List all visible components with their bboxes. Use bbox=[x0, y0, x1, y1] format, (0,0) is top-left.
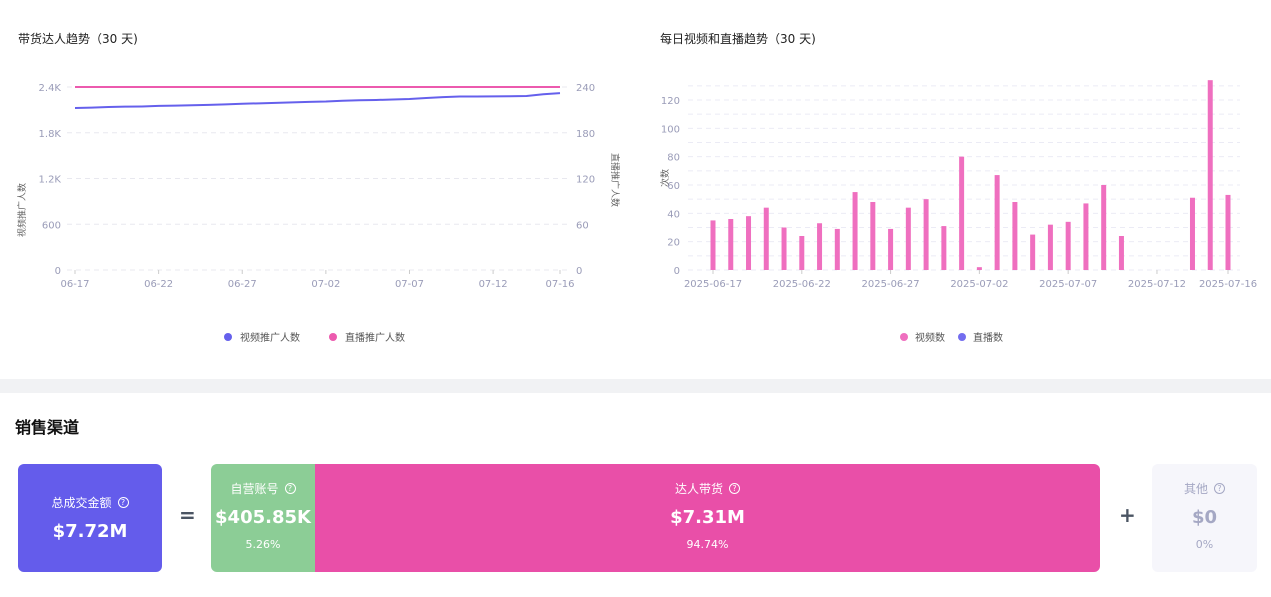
bar-video-count bbox=[728, 219, 734, 270]
bar-video-count bbox=[1047, 224, 1053, 270]
y-tick-left: 1.8K bbox=[39, 129, 62, 140]
bar-video-count bbox=[941, 226, 947, 270]
creator-sales-pct: 94.74% bbox=[686, 538, 729, 551]
y-tick-left: 2.4K bbox=[39, 83, 62, 94]
x-tick-label: 2025-07-16 bbox=[1199, 279, 1257, 290]
bar-video-count bbox=[905, 207, 911, 270]
bar-video-count bbox=[746, 216, 752, 270]
bar-video-count bbox=[870, 202, 876, 270]
question-circle-icon[interactable]: ? bbox=[284, 483, 296, 494]
other-card: 其他? $0 0% bbox=[1152, 464, 1257, 572]
x-tick-label: 06-22 bbox=[144, 279, 173, 290]
bar-video-count bbox=[852, 192, 858, 270]
plus-sign: + bbox=[1119, 503, 1136, 527]
question-circle-icon[interactable]: ? bbox=[117, 497, 129, 508]
bar-video-count bbox=[1189, 197, 1195, 270]
x-tick-label: 2025-07-02 bbox=[950, 279, 1008, 290]
creator-trend-chart: 0 0 600 60 1.2K 120 1.8K 180 2.4K 240 06-17 06-22 06… bbox=[16, 83, 621, 344]
legend-dot bbox=[958, 333, 966, 341]
y-tick-left: 0 bbox=[55, 266, 61, 277]
legend-label: 视频推广人数 bbox=[240, 331, 300, 344]
bar-video-count bbox=[994, 175, 1000, 270]
bar-video-count bbox=[781, 227, 787, 270]
self-account-card: 自营账号? $405.85K 5.26% bbox=[211, 464, 315, 572]
x-tick-label: 2025-07-12 bbox=[1128, 279, 1186, 290]
x-tick-label: 2025-06-17 bbox=[684, 279, 742, 290]
bar-video-count bbox=[763, 207, 769, 270]
y-axis-label-right: 直播推广人数 bbox=[609, 153, 621, 207]
other-label: 其他 bbox=[1183, 482, 1208, 496]
bar-video-count bbox=[888, 228, 894, 270]
x-tick-label: 2025-07-07 bbox=[1039, 279, 1097, 290]
y-tick-right: 240 bbox=[576, 83, 595, 94]
legend-label: 视频数 bbox=[915, 331, 945, 344]
y-tick: 40 bbox=[667, 209, 680, 220]
creator-sales-value: $7.31M bbox=[670, 507, 745, 528]
sales-channel-title: 销售渠道 bbox=[15, 418, 80, 437]
question-circle-icon[interactable]: ? bbox=[1214, 483, 1225, 494]
self-account-pct: 5.26% bbox=[245, 538, 281, 551]
equals-sign: = bbox=[179, 503, 196, 527]
section-divider bbox=[0, 379, 1271, 393]
legend-dot bbox=[900, 333, 908, 341]
other-pct: 0% bbox=[1195, 538, 1214, 551]
bar-video-count bbox=[1030, 234, 1036, 270]
question-circle-icon[interactable]: ? bbox=[729, 483, 740, 494]
y-tick-right: 60 bbox=[576, 220, 589, 231]
y-axis-label-left: 视频推广人数 bbox=[16, 183, 28, 237]
bar-video-count bbox=[817, 223, 823, 270]
y-tick: 80 bbox=[667, 153, 680, 164]
creator-sales-label: 达人带货 bbox=[674, 482, 723, 496]
self-account-label: 自营账号 bbox=[230, 482, 279, 496]
daily-trend-chart: 0 20 40 60 80 100 120 次数 2025-06-17 2025-06-22 202… bbox=[659, 80, 1257, 344]
y-tick: 0 bbox=[674, 266, 680, 277]
y-tick: 100 bbox=[661, 124, 680, 135]
bar-video-count bbox=[1207, 80, 1213, 271]
total-gmv-label: 总成交金额 bbox=[51, 496, 112, 510]
y-tick: 20 bbox=[667, 238, 680, 249]
bar-video-count bbox=[1012, 202, 1018, 270]
y-axis-label: 次数 bbox=[659, 169, 671, 187]
total-gmv-card: 总成交金额? $7.72M bbox=[18, 464, 162, 572]
bar-video-count bbox=[1118, 236, 1124, 270]
other-value: $0 bbox=[1191, 507, 1218, 528]
bar-video-count bbox=[1083, 203, 1089, 270]
bar-video-count bbox=[1065, 221, 1071, 270]
bar-video-count bbox=[976, 267, 982, 270]
x-tick-label: 07-02 bbox=[311, 279, 340, 290]
y-tick: 120 bbox=[661, 96, 680, 107]
legend-dot bbox=[224, 333, 232, 341]
legend-label: 直播数 bbox=[973, 331, 1003, 344]
legend-dot bbox=[329, 333, 337, 341]
creator-sales-card: 达人带货? $7.31M 94.74% bbox=[315, 464, 1100, 572]
x-tick-label: 07-07 bbox=[395, 279, 424, 290]
y-tick-right: 0 bbox=[576, 266, 582, 277]
bar-video-count bbox=[1101, 185, 1107, 270]
self-account-value: $405.85K bbox=[215, 507, 311, 528]
legend-label: 直播推广人数 bbox=[345, 331, 405, 344]
y-tick-right: 180 bbox=[576, 129, 595, 140]
series-line-video bbox=[74, 92, 561, 109]
bar-video-count bbox=[799, 236, 805, 270]
daily-trend-title: 每日视频和直播趋势（30 天) bbox=[660, 32, 816, 46]
bar-video-count bbox=[959, 156, 965, 270]
bar-video-count bbox=[710, 220, 716, 270]
y-tick-left: 1.2K bbox=[39, 175, 62, 186]
total-gmv-value: $7.72M bbox=[52, 521, 128, 542]
bar-video-count bbox=[834, 228, 840, 270]
y-tick-right: 120 bbox=[576, 175, 595, 186]
creator-trend-title: 带货达人趋势（30 天) bbox=[18, 32, 138, 46]
x-tick-label: 2025-06-27 bbox=[862, 279, 920, 290]
x-tick-label: 07-12 bbox=[479, 279, 508, 290]
x-tick-label: 06-17 bbox=[60, 279, 89, 290]
bar-video-count bbox=[923, 199, 929, 270]
y-tick-left: 600 bbox=[42, 220, 61, 231]
x-tick-label: 06-27 bbox=[228, 279, 257, 290]
x-tick-label: 07-16 bbox=[545, 279, 574, 290]
y-tick: 60 bbox=[667, 181, 680, 192]
bar-video-count bbox=[1225, 194, 1231, 270]
x-tick-label: 2025-06-22 bbox=[773, 279, 831, 290]
